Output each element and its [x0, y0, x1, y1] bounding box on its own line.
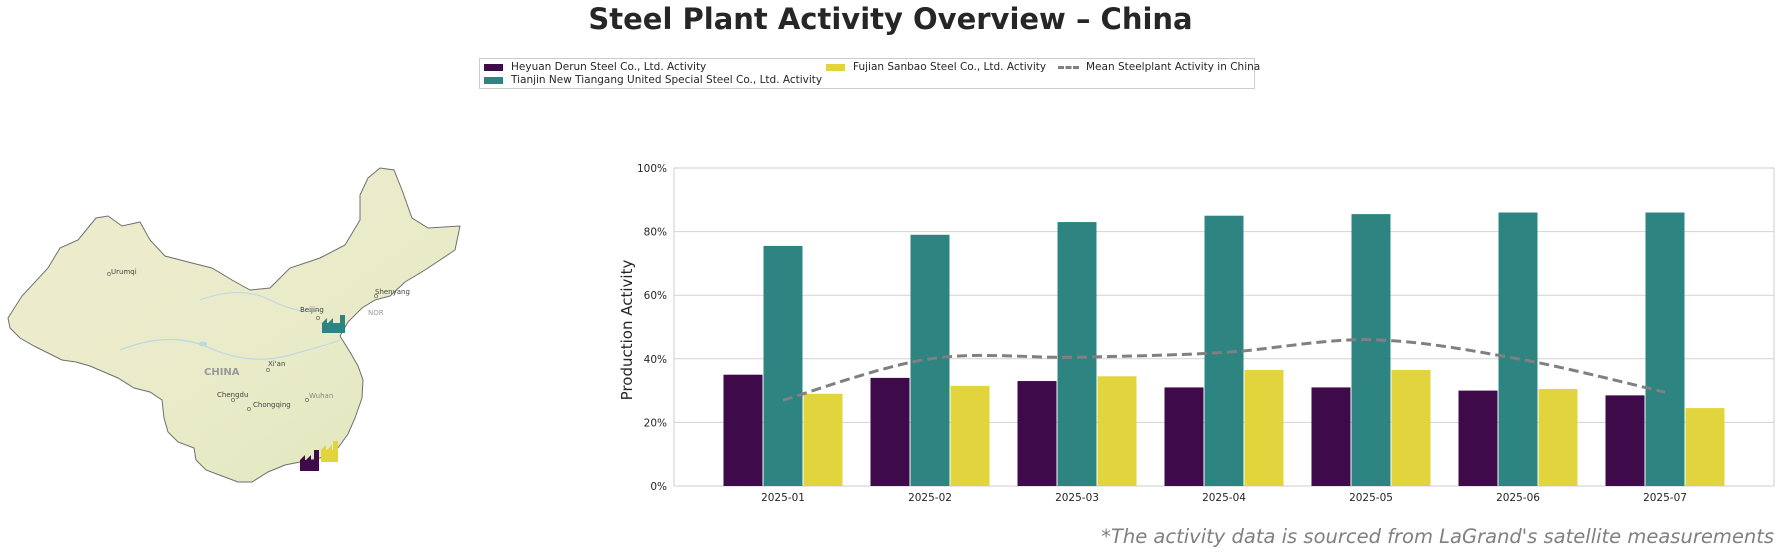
china-outline: [7, 167, 461, 483]
x-tick-label: 2025-01: [761, 492, 805, 504]
chart-title: Steel Plant Activity Overview – China: [588, 2, 1193, 36]
y-tick-label: 100%: [637, 163, 667, 175]
y-tick-label: 20%: [644, 417, 667, 429]
y-tick-label: 40%: [644, 354, 667, 366]
legend-label-mean: Mean Steelplant Activity in China: [1086, 61, 1261, 73]
legend-item-heyuan: Heyuan Derun Steel Co., Ltd. Activity: [484, 61, 706, 73]
legend: Heyuan Derun Steel Co., Ltd. Activity Ti…: [479, 58, 1260, 89]
x-axis-ticks: 2025-01 2025-02 2025-03 2025-04 2025-05 2025-…: [761, 492, 1687, 504]
factory-icon: [321, 441, 338, 462]
x-tick-label: 2025-02: [908, 492, 952, 504]
city-label-chongqing: Chongqing: [253, 401, 291, 409]
city-label-urumqi: Urumqi: [111, 268, 137, 276]
bar: [763, 245, 803, 486]
bar: [1311, 387, 1351, 486]
y-tick-label: 60%: [644, 290, 667, 302]
y-tick-label: 0%: [650, 481, 667, 493]
x-tick-label: 2025-07: [1643, 492, 1687, 504]
city-label-xian: Xi'an: [268, 360, 285, 368]
map-label-china: CHINA: [204, 367, 240, 378]
legend-label-tianjin: Tianjin New Tiangang United Special Stee…: [511, 74, 823, 86]
legend-label-heyuan: Heyuan Derun Steel Co., Ltd. Activity: [511, 61, 707, 73]
bar: [1538, 389, 1578, 486]
bar: [1204, 215, 1244, 486]
city-label-chengdu: Chengdu: [217, 391, 248, 399]
factory-icon: [300, 450, 319, 471]
x-tick-label: 2025-06: [1496, 492, 1540, 504]
bar: [1097, 376, 1137, 486]
map-label-nor: NOR: [368, 309, 384, 317]
legend-label-fujian: Fujian Sanbao Steel Co., Ltd. Activity: [853, 61, 1047, 73]
bars: [723, 212, 1725, 487]
bar: [1351, 214, 1391, 487]
bar: [870, 377, 910, 486]
city-dot: [231, 398, 235, 402]
mean-line: [782, 338, 1666, 402]
bar: [1164, 387, 1204, 486]
city-label-shenyang: Shenyang: [375, 288, 410, 296]
city-dot: [316, 316, 320, 320]
bar: [1685, 408, 1725, 486]
footnote: *The activity data is sourced from LaGra…: [1101, 525, 1774, 548]
legend-swatch-fujian: [826, 63, 845, 71]
city-label-wuhan: Wuhan: [309, 392, 333, 400]
river: [119, 338, 341, 360]
bar: [1605, 395, 1645, 486]
bar: [803, 393, 843, 486]
bar: [1017, 381, 1057, 486]
river: [199, 292, 321, 312]
city-dot: [266, 368, 270, 372]
bar: [723, 374, 763, 486]
factory-icon: [322, 315, 345, 333]
china-map: Urumqi Beijing Shenyang NOR Xi'an CHINA …: [7, 167, 461, 483]
city-dot: [374, 294, 378, 298]
y-tick-label: 80%: [644, 227, 667, 239]
mean-line-group: [782, 338, 1666, 402]
bar: [1244, 369, 1284, 486]
y-axis-label: Production Activity: [618, 260, 636, 401]
legend-swatch-mean: [1058, 65, 1079, 69]
legend-swatch-tianjin: [484, 76, 503, 84]
x-tick-label: 2025-03: [1055, 492, 1099, 504]
bar: [1645, 212, 1685, 486]
bar: [1458, 390, 1498, 486]
legend-item-mean: Mean Steelplant Activity in China: [1058, 61, 1260, 73]
legend-item-fujian: Fujian Sanbao Steel Co., Ltd. Activity: [826, 61, 1046, 73]
lake: [199, 341, 207, 347]
legend-swatch-heyuan: [484, 63, 503, 71]
y-axis-ticks: 0% 20% 40% 60% 80% 100%: [637, 163, 667, 493]
legend-item-tianjin: Tianjin New Tiangang United Special Stee…: [484, 74, 822, 86]
bar: [1498, 212, 1538, 486]
bar: [1391, 369, 1431, 486]
city-dot: [305, 398, 309, 402]
city-dot: [247, 407, 251, 411]
x-tick-label: 2025-05: [1349, 492, 1393, 504]
bar: [950, 385, 990, 486]
city-dot: [107, 272, 111, 276]
bar: [1057, 222, 1097, 486]
city-label-beijing: Beijing: [300, 306, 324, 314]
x-tick-label: 2025-04: [1202, 492, 1246, 504]
